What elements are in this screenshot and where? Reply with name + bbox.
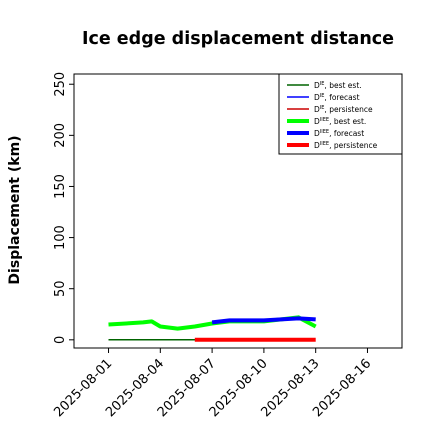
legend: DIE, best est. DIE, forecast DIE, persiste…: [278, 73, 403, 155]
y-tick-label-2: 100: [53, 225, 68, 250]
chart-title: Ice edge displacement distance: [82, 29, 394, 49]
legend-entry-5: DIIEE, persistence: [314, 141, 378, 150]
y-tick-label-1: 50: [53, 280, 68, 297]
legend-entry-2: DIE, persistence: [314, 105, 373, 114]
legend-box: [278, 73, 403, 155]
series-line-2: [211, 316, 316, 325]
y-tick-label-3: 150: [53, 174, 68, 199]
y-axis-label: Displacement (km): [7, 135, 23, 284]
legend-entry-3: DIIEE, best est.: [314, 117, 366, 126]
legend-entry-4: DIIEE, forecast: [314, 129, 364, 138]
plot-frame: [73, 73, 403, 349]
y-tick-label-4: 200: [53, 123, 68, 148]
y-tick-label-0: 0: [53, 336, 68, 344]
legend-entry-0: DIE, best est.: [314, 81, 362, 90]
y-tick-label-5: 250: [53, 72, 68, 97]
legend-entry-1: DIE, forecast: [314, 93, 360, 102]
